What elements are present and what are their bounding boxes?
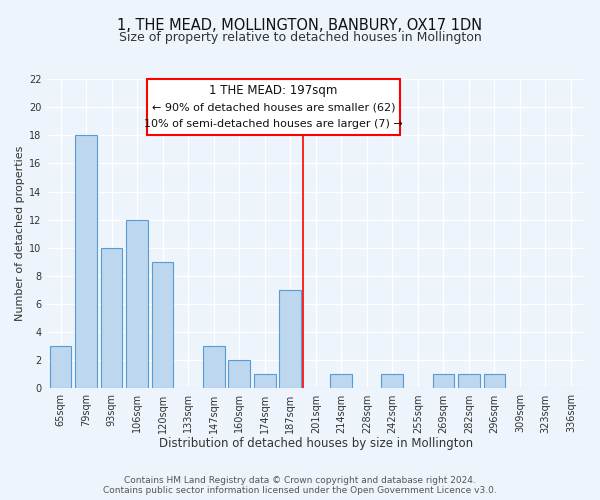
Bar <box>126 220 148 388</box>
Bar <box>280 290 301 388</box>
Bar <box>152 262 173 388</box>
Bar <box>458 374 480 388</box>
Bar <box>229 360 250 388</box>
Bar <box>331 374 352 388</box>
FancyBboxPatch shape <box>148 79 400 136</box>
X-axis label: Distribution of detached houses by size in Mollington: Distribution of detached houses by size … <box>159 437 473 450</box>
Bar <box>254 374 275 388</box>
Bar <box>382 374 403 388</box>
Bar <box>101 248 122 388</box>
Text: Contains HM Land Registry data © Crown copyright and database right 2024.: Contains HM Land Registry data © Crown c… <box>124 476 476 485</box>
Y-axis label: Number of detached properties: Number of detached properties <box>15 146 25 322</box>
Bar <box>433 374 454 388</box>
Text: Size of property relative to detached houses in Mollington: Size of property relative to detached ho… <box>119 31 481 44</box>
Text: 1 THE MEAD: 197sqm: 1 THE MEAD: 197sqm <box>209 84 338 97</box>
Bar <box>203 346 224 389</box>
Text: 10% of semi-detached houses are larger (7) →: 10% of semi-detached houses are larger (… <box>144 119 403 129</box>
Text: Contains public sector information licensed under the Open Government Licence v3: Contains public sector information licen… <box>103 486 497 495</box>
Text: ← 90% of detached houses are smaller (62): ← 90% of detached houses are smaller (62… <box>152 102 395 112</box>
Bar <box>484 374 505 388</box>
Text: 1, THE MEAD, MOLLINGTON, BANBURY, OX17 1DN: 1, THE MEAD, MOLLINGTON, BANBURY, OX17 1… <box>118 18 482 32</box>
Bar <box>50 346 71 389</box>
Bar <box>75 136 97 388</box>
